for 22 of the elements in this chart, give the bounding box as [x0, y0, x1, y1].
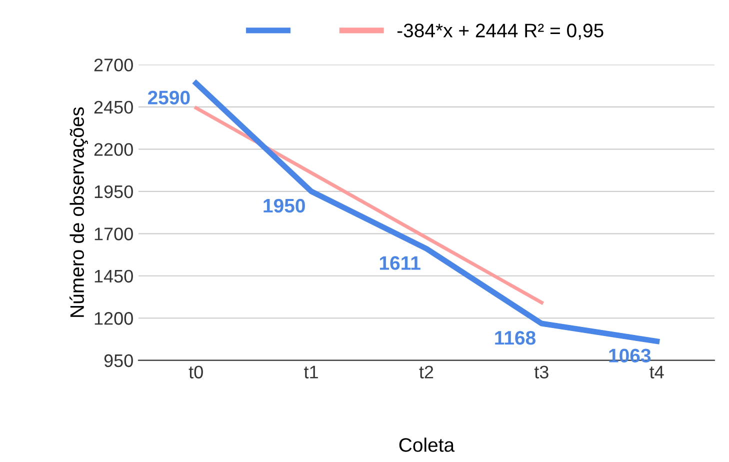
data-label: 1611	[380, 256, 420, 270]
y-tick-label: 2700	[94, 58, 133, 72]
line-series	[194, 106, 544, 304]
x-tick-label: t2	[419, 366, 434, 378]
y-tick-label: 2450	[94, 100, 133, 114]
x-tick-label: t1	[304, 366, 318, 378]
x-tick-label: t3	[534, 366, 548, 378]
legend-label: -384*x + 2444 R² = 0,95	[397, 24, 604, 40]
y-tick-label: 1950	[94, 185, 133, 198]
y-tick-label: 2200	[94, 143, 133, 156]
y-tick-label: 1700	[94, 228, 133, 240]
x-tick-label: t4	[650, 366, 664, 378]
data-label: 2590	[148, 90, 190, 104]
x-axis-title: Coleta	[399, 438, 455, 452]
y-axis-title: Número de observações	[69, 107, 88, 317]
y-tick-label: 950	[104, 354, 133, 368]
y-tick-label: 1450	[94, 270, 133, 283]
x-tick-label: t0	[188, 366, 203, 378]
data-label: 1063	[609, 348, 651, 363]
data-label: 1168	[495, 330, 536, 345]
y-tick-label: 1200	[94, 312, 133, 325]
data-label: 1950	[264, 198, 305, 213]
